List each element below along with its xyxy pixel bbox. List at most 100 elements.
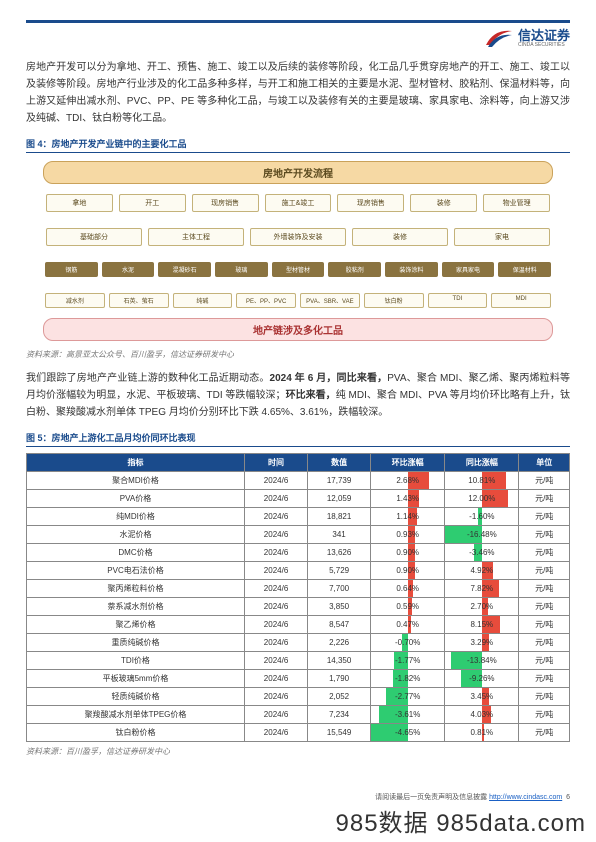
footer-link[interactable]: http://www.cindasc.com (489, 794, 562, 801)
company-logo: 信达证券 CINDA SECURITIES (484, 27, 570, 49)
flowchart: 房地产开发流程 拿地开工现房销售施工&竣工现房销售装修物业管理 基础部分主体工程… (43, 161, 553, 341)
cell-value: 12,059 (308, 490, 371, 508)
price-table: 指标时间数值环比涨幅同比涨幅单位 聚合MDI价格2024/617,7392.68… (26, 453, 570, 742)
cell-name: 聚合MDI价格 (27, 472, 245, 490)
cell-name: 纯MDI价格 (27, 508, 245, 526)
table-row: 水泥价格2024/63410.93%-16.48%元/吨 (27, 526, 570, 544)
cell-name: 聚羧酸减水剂单体TPEG价格 (27, 706, 245, 724)
cell-change: 0.90% (371, 562, 445, 580)
cell-value: 7,700 (308, 580, 371, 598)
cell-value: 13,626 (308, 544, 371, 562)
logo-swoosh-icon (484, 27, 514, 49)
cell-change: -1.77% (371, 652, 445, 670)
page-number: 6 (566, 794, 570, 801)
flow-row-3: 钢筋水泥混凝砂石玻璃型材管材胶粘剂装饰涂料家具家电保温材料 (43, 262, 553, 277)
table-body: 聚合MDI价格2024/617,7392.68%10.81%元/吨PVA价格20… (27, 472, 570, 742)
flow-node: 装修 (410, 194, 477, 212)
cell-name: PVC电石法价格 (27, 562, 245, 580)
p2-b: 2024 年 6 月，同比来看， (270, 373, 388, 384)
cell-name: PVA价格 (27, 490, 245, 508)
cell-change: -3.46% (445, 544, 519, 562)
flow-node: 混凝砂石 (158, 262, 211, 277)
cell-value: 1,790 (308, 670, 371, 688)
cell-time: 2024/6 (245, 724, 308, 742)
table-row: 聚羧酸减水剂单体TPEG价格2024/67,234-3.61%4.03%元/吨 (27, 706, 570, 724)
cell-time: 2024/6 (245, 598, 308, 616)
table-header: 指标时间数值环比涨幅同比涨幅单位 (27, 454, 570, 472)
cell-unit: 元/吨 (519, 616, 570, 634)
cell-change: 2.70% (445, 598, 519, 616)
flow-node: 家电 (454, 228, 550, 246)
flow-node: 胶粘剂 (328, 262, 381, 277)
flow-node: 纯碱 (173, 293, 233, 308)
cell-change: -13.84% (445, 652, 519, 670)
cell-unit: 元/吨 (519, 580, 570, 598)
cell-change: 0.47% (371, 616, 445, 634)
cell-value: 341 (308, 526, 371, 544)
cell-value: 2,226 (308, 634, 371, 652)
table-col-header: 同比涨幅 (445, 454, 519, 472)
cell-unit: 元/吨 (519, 634, 570, 652)
cell-change: -9.26% (445, 670, 519, 688)
cell-name: 萘系减水剂价格 (27, 598, 245, 616)
cell-name: 平板玻璃5mm价格 (27, 670, 245, 688)
cell-change: 3.45% (445, 688, 519, 706)
flow-node: 现房销售 (192, 194, 259, 212)
cell-value: 5,729 (308, 562, 371, 580)
cell-unit: 元/吨 (519, 562, 570, 580)
table-row: 轻质纯碱价格2024/62,052-2.77%3.45%元/吨 (27, 688, 570, 706)
cell-unit: 元/吨 (519, 508, 570, 526)
flow-node: 家具家电 (442, 262, 495, 277)
flow-row-2: 基础部分主体工程外墙装饰及安装装修家电 (43, 228, 553, 246)
cell-change: 0.81% (445, 724, 519, 742)
cell-change: 0.59% (371, 598, 445, 616)
flow-row-1: 拿地开工现房销售施工&竣工现房销售装修物业管理 (43, 194, 553, 212)
cell-value: 14,350 (308, 652, 371, 670)
flow-node: 外墙装饰及安装 (250, 228, 346, 246)
cell-value: 7,234 (308, 706, 371, 724)
figure5-caption: 图 5：房地产上游化工品月均价同环比表现 (26, 431, 570, 447)
table-row: 纯MDI价格2024/618,8211.14%-1.60%元/吨 (27, 508, 570, 526)
table-row: 聚丙烯粒料价格2024/67,7000.64%7.82%元/吨 (27, 580, 570, 598)
cell-change: 2.68% (371, 472, 445, 490)
table-row: TDI价格2024/614,350-1.77%-13.84%元/吨 (27, 652, 570, 670)
cell-change: 1.43% (371, 490, 445, 508)
cell-time: 2024/6 (245, 544, 308, 562)
p2-d: 环比来看， (286, 390, 336, 401)
cell-change: 3.29% (445, 634, 519, 652)
flow-node: 钢筋 (45, 262, 98, 277)
cell-time: 2024/6 (245, 688, 308, 706)
figure4-source: 资料来源：高景亚太公众号、百川盈孚，信达证券研发中心 (26, 349, 570, 360)
cell-unit: 元/吨 (519, 724, 570, 742)
flow-node: 基础部分 (46, 228, 142, 246)
paragraph-2: 我们跟踪了房地产产业链上游的数种化工品近期动态。2024 年 6 月，同比来看，… (26, 370, 570, 421)
table-col-header: 数值 (308, 454, 371, 472)
header-bar: 信达证券 CINDA SECURITIES (26, 20, 570, 49)
footer-text: 请阅读最后一页免责声明及信息披露 (375, 794, 487, 801)
cell-value: 17,739 (308, 472, 371, 490)
flow-node: 施工&竣工 (265, 194, 332, 212)
cell-value: 15,549 (308, 724, 371, 742)
cell-unit: 元/吨 (519, 652, 570, 670)
table-row: DMC价格2024/613,6260.90%-3.46%元/吨 (27, 544, 570, 562)
cell-time: 2024/6 (245, 472, 308, 490)
page-footer: 请阅读最后一页免责声明及信息披露 http://www.cindasc.com … (375, 792, 570, 802)
flow-node: 水泥 (102, 262, 155, 277)
flow-node: 主体工程 (148, 228, 244, 246)
cell-name: 聚乙烯价格 (27, 616, 245, 634)
cell-value: 8,547 (308, 616, 371, 634)
cell-time: 2024/6 (245, 616, 308, 634)
cell-value: 18,821 (308, 508, 371, 526)
cell-unit: 元/吨 (519, 688, 570, 706)
cell-time: 2024/6 (245, 580, 308, 598)
flow-node: 玻璃 (215, 262, 268, 277)
cell-name: 水泥价格 (27, 526, 245, 544)
table-col-header: 时间 (245, 454, 308, 472)
flow-node: 现房销售 (337, 194, 404, 212)
cell-unit: 元/吨 (519, 544, 570, 562)
cell-unit: 元/吨 (519, 472, 570, 490)
cell-change: -16.48% (445, 526, 519, 544)
flow-node: PE、PP、PVC (236, 293, 296, 308)
cell-change: 0.90% (371, 544, 445, 562)
cell-time: 2024/6 (245, 562, 308, 580)
